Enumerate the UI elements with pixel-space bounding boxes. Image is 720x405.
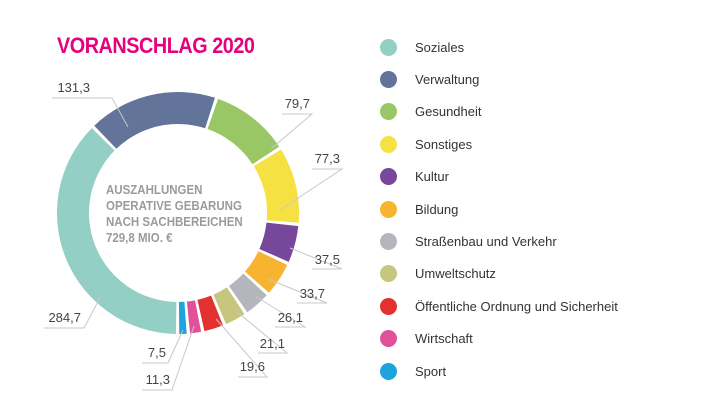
legend-label: Sport [415, 363, 447, 379]
leader-line [142, 325, 195, 391]
leader-line [44, 295, 102, 329]
legend-label: Verwaltung [415, 72, 480, 88]
legend-label: Soziales [415, 39, 465, 55]
legend-swatch [380, 330, 397, 348]
center-label: AUSZAHLUNGEN OPERATIVE GEBARUNG NACH SAC… [106, 182, 243, 246]
donut-slice [197, 295, 223, 332]
legend-swatch [380, 265, 397, 283]
chart-title: VORANSCHLAG 2020 [57, 33, 255, 58]
donut-slice [207, 98, 280, 165]
legend-item: Sonstiges [380, 128, 618, 160]
legend-swatch [380, 362, 397, 380]
value-label: 11,3 [146, 372, 170, 387]
legend-item: Bildung [380, 193, 618, 225]
center-line-1: AUSZAHLUNGEN [106, 183, 203, 197]
donut-slice [259, 222, 299, 262]
legend-label: Öffentliche Ordnung und Sicherheit [415, 298, 618, 314]
legend-label: Kultur [415, 169, 449, 185]
center-line-2: OPERATIVE GEBARUNG [106, 199, 242, 213]
legend-swatch [380, 38, 397, 56]
legend-swatch [380, 71, 397, 89]
legend-swatch [380, 297, 397, 315]
legend-label: Bildung [415, 201, 459, 217]
value-label: 37,5 [315, 252, 340, 267]
value-label: 26,1 [278, 310, 303, 325]
value-label: 21,1 [260, 336, 285, 351]
value-label: 19,6 [240, 359, 265, 374]
donut-slice [94, 92, 215, 149]
leader-line [142, 329, 184, 364]
donut-slice [213, 287, 245, 325]
leader-line [289, 247, 343, 270]
legend-item: Straßenbau und Verkehr [380, 225, 618, 257]
legend-item: Soziales [380, 31, 618, 63]
value-label: 284,7 [48, 310, 81, 325]
leader-line [279, 168, 344, 211]
donut-slice [186, 300, 202, 334]
donut-slice [228, 273, 267, 313]
legend-label: Sonstiges [415, 136, 473, 152]
legend-label: Straßenbau und Verkehr [415, 234, 557, 250]
leader-line [52, 97, 129, 128]
donut-slice [178, 301, 187, 334]
value-label: 77,3 [315, 151, 340, 166]
leader-line [267, 278, 328, 304]
donut-slice [57, 128, 177, 334]
legend: Soziales Verwaltung Gesundheit Sonstiges Kul… [380, 31, 618, 387]
legend-swatch [380, 200, 397, 218]
legend-item: Wirtschaft [380, 323, 618, 355]
leader-line [254, 295, 307, 328]
value-label: 79,7 [285, 96, 310, 111]
legend-item: Umweltschutz [380, 258, 618, 290]
legend-swatch [380, 135, 397, 153]
legend-label: Umweltschutz [415, 266, 496, 282]
legend-item: Öffentliche Ordnung und Sicherheit [380, 290, 618, 322]
center-line-3: NACH SACHBEREICHEN [106, 215, 243, 229]
legend-item: Verwaltung [380, 63, 618, 95]
legend-item: Sport [380, 355, 618, 387]
value-label: 131,3 [57, 80, 90, 95]
legend-swatch [380, 103, 397, 121]
value-label: 7,5 [148, 345, 166, 360]
donut-slice [253, 149, 299, 223]
leader-line [215, 318, 269, 378]
legend-swatch [380, 168, 397, 186]
legend-label: Wirtschaft [415, 331, 473, 347]
leader-line [235, 310, 289, 354]
leader-line [271, 113, 314, 149]
legend-item: Gesundheit [380, 96, 618, 128]
legend-item: Kultur [380, 161, 618, 193]
legend-label: Gesundheit [415, 104, 482, 120]
legend-swatch [380, 233, 397, 251]
center-total: 729,8 MIO. € [106, 231, 173, 245]
value-label: 33,7 [300, 286, 325, 301]
